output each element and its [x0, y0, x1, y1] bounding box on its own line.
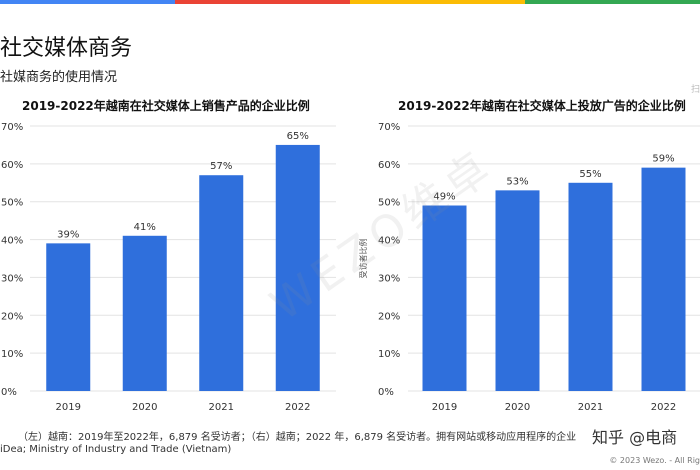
- y-tick-label: 70%: [1, 122, 23, 133]
- y-axis-label: 受访者比例: [358, 239, 368, 279]
- bar-2022: [641, 167, 686, 391]
- y-tick-label: 50%: [378, 198, 400, 209]
- x-tick-label: 2022: [285, 402, 310, 413]
- bar-2022: [275, 144, 320, 391]
- x-tick-label: 2020: [132, 402, 157, 413]
- bar-2021: [199, 175, 244, 391]
- y-tick-label: 30%: [1, 273, 23, 284]
- stripe-red: [175, 0, 350, 4]
- stripe-yellow: [350, 0, 525, 4]
- y-tick-label: 0%: [1, 387, 17, 398]
- y-tick-label: 50%: [1, 198, 23, 209]
- y-tick-label: 40%: [1, 236, 23, 247]
- x-tick-label: 2022: [651, 402, 676, 413]
- y-tick-label: 10%: [1, 349, 23, 360]
- chart-right-title: 2019-2022年越南在社交媒体上投放广告的企业比例: [398, 99, 686, 113]
- chart-right-advertising: 0% 10% 20% 30% 40% 50% 60% 70% 49% 2019 53% 2020 55%…: [358, 122, 700, 413]
- bar-value-label: 65%: [287, 131, 309, 142]
- bar-value-label: 41%: [134, 222, 156, 233]
- y-tick-label: 10%: [378, 349, 400, 360]
- footnote: （左）越南：2019年至2022年，6,879 名受访者；（右）越南；2022 …: [18, 432, 577, 443]
- x-tick-label: 2019: [56, 402, 81, 413]
- x-tick-label: 2021: [578, 402, 603, 413]
- bar-value-label: 59%: [652, 154, 674, 165]
- y-tick-label: 40%: [378, 236, 400, 247]
- bar-2021: [568, 182, 613, 391]
- bar-value-label: 39%: [57, 229, 79, 240]
- copyright: © 2023 Wezo. - All Rig: [609, 456, 700, 465]
- y-tick-label: 30%: [378, 273, 400, 284]
- x-tick-label: 2021: [209, 402, 234, 413]
- page-title: 社交媒体商务: [0, 36, 133, 61]
- top-color-stripe: [0, 0, 700, 4]
- chart-left-sales: 0% 10% 20% 30% 40% 50% 60% 70% 39% 2019 41% 2020 57%…: [1, 122, 336, 413]
- bar-value-label: 57%: [210, 161, 232, 172]
- bar-2020: [122, 235, 167, 391]
- bar-2019: [46, 243, 91, 391]
- bar-2019: [422, 205, 467, 391]
- source-note: iDea; Ministry of Industry and Trade (Vi…: [0, 444, 232, 455]
- page-subtitle: 社媒商务的使用情况: [0, 70, 118, 85]
- y-tick-label: 70%: [378, 122, 400, 133]
- x-tick-label: 2020: [505, 402, 530, 413]
- chart-left-title: 2019-2022年越南在社交媒体上销售产品的企业比例: [22, 99, 310, 113]
- bar-2020: [495, 190, 540, 391]
- y-tick-label: 20%: [1, 311, 23, 322]
- stripe-blue: [0, 0, 175, 4]
- x-tick-label: 2019: [432, 402, 457, 413]
- y-tick-label: 20%: [378, 311, 400, 322]
- bar-value-label: 53%: [506, 176, 528, 187]
- bar-value-label: 49%: [433, 192, 455, 203]
- brand-tag: 知乎 @电商: [592, 428, 678, 447]
- y-tick-label: 60%: [378, 160, 400, 171]
- y-tick-label: 60%: [1, 160, 23, 171]
- bar-value-label: 55%: [579, 169, 601, 180]
- y-tick-label: 0%: [378, 387, 394, 398]
- stripe-green: [525, 0, 700, 4]
- corner-mark: 扫: [690, 85, 700, 95]
